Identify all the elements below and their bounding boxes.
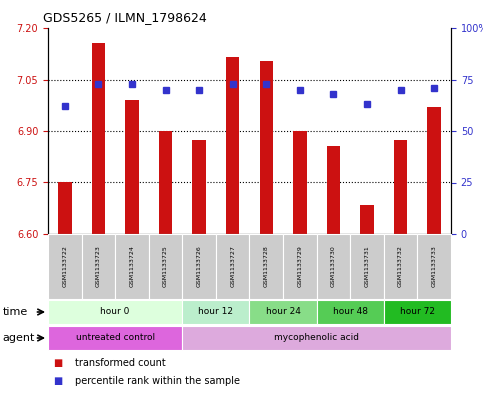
Bar [48, 234, 82, 299]
Text: time: time [2, 307, 28, 317]
Bar [360, 205, 374, 234]
Bar [384, 299, 451, 325]
Bar [250, 299, 317, 325]
Bar [317, 299, 384, 325]
Text: GSM1133726: GSM1133726 [197, 246, 201, 287]
Bar [159, 131, 172, 234]
Text: hour 12: hour 12 [199, 307, 233, 316]
Text: hour 48: hour 48 [333, 307, 368, 316]
Text: GSM1133728: GSM1133728 [264, 246, 269, 287]
Text: GSM1133729: GSM1133729 [298, 246, 302, 287]
Text: GSM1133724: GSM1133724 [129, 246, 134, 287]
Bar [216, 234, 250, 299]
Text: hour 72: hour 72 [400, 307, 435, 316]
Bar [48, 299, 183, 325]
Bar [48, 325, 183, 351]
Text: hour 0: hour 0 [100, 307, 130, 316]
Bar [92, 44, 105, 234]
Text: GSM1133723: GSM1133723 [96, 246, 101, 287]
Text: GSM1133730: GSM1133730 [331, 246, 336, 287]
Text: agent: agent [2, 333, 35, 343]
Bar [183, 234, 216, 299]
Bar [192, 140, 206, 234]
Bar [250, 234, 283, 299]
Text: mycophenolic acid: mycophenolic acid [274, 334, 359, 343]
Bar [327, 147, 340, 234]
Bar [115, 234, 149, 299]
Bar [427, 107, 441, 234]
Bar [183, 325, 451, 351]
Text: GSM1133725: GSM1133725 [163, 246, 168, 287]
Bar [317, 234, 350, 299]
Text: hour 24: hour 24 [266, 307, 300, 316]
Bar [183, 299, 250, 325]
Text: transformed count: transformed count [74, 358, 165, 368]
Bar [149, 234, 183, 299]
Text: GSM1133732: GSM1133732 [398, 246, 403, 287]
Bar [350, 234, 384, 299]
Text: GSM1133731: GSM1133731 [365, 246, 369, 287]
Text: ■: ■ [53, 358, 62, 368]
Bar [283, 234, 317, 299]
Bar [259, 61, 273, 234]
Text: percentile rank within the sample: percentile rank within the sample [74, 376, 240, 386]
Bar [417, 234, 451, 299]
Text: GSM1133733: GSM1133733 [432, 246, 437, 287]
Bar [125, 100, 139, 234]
Bar [394, 140, 407, 234]
Text: GSM1133727: GSM1133727 [230, 246, 235, 287]
Bar [384, 234, 417, 299]
Bar [58, 182, 71, 234]
Bar [226, 57, 240, 234]
Bar [82, 234, 115, 299]
Bar [293, 131, 307, 234]
Text: GDS5265 / ILMN_1798624: GDS5265 / ILMN_1798624 [43, 11, 207, 24]
Text: ■: ■ [53, 376, 62, 386]
Text: untreated control: untreated control [76, 334, 155, 343]
Text: GSM1133722: GSM1133722 [62, 246, 67, 287]
